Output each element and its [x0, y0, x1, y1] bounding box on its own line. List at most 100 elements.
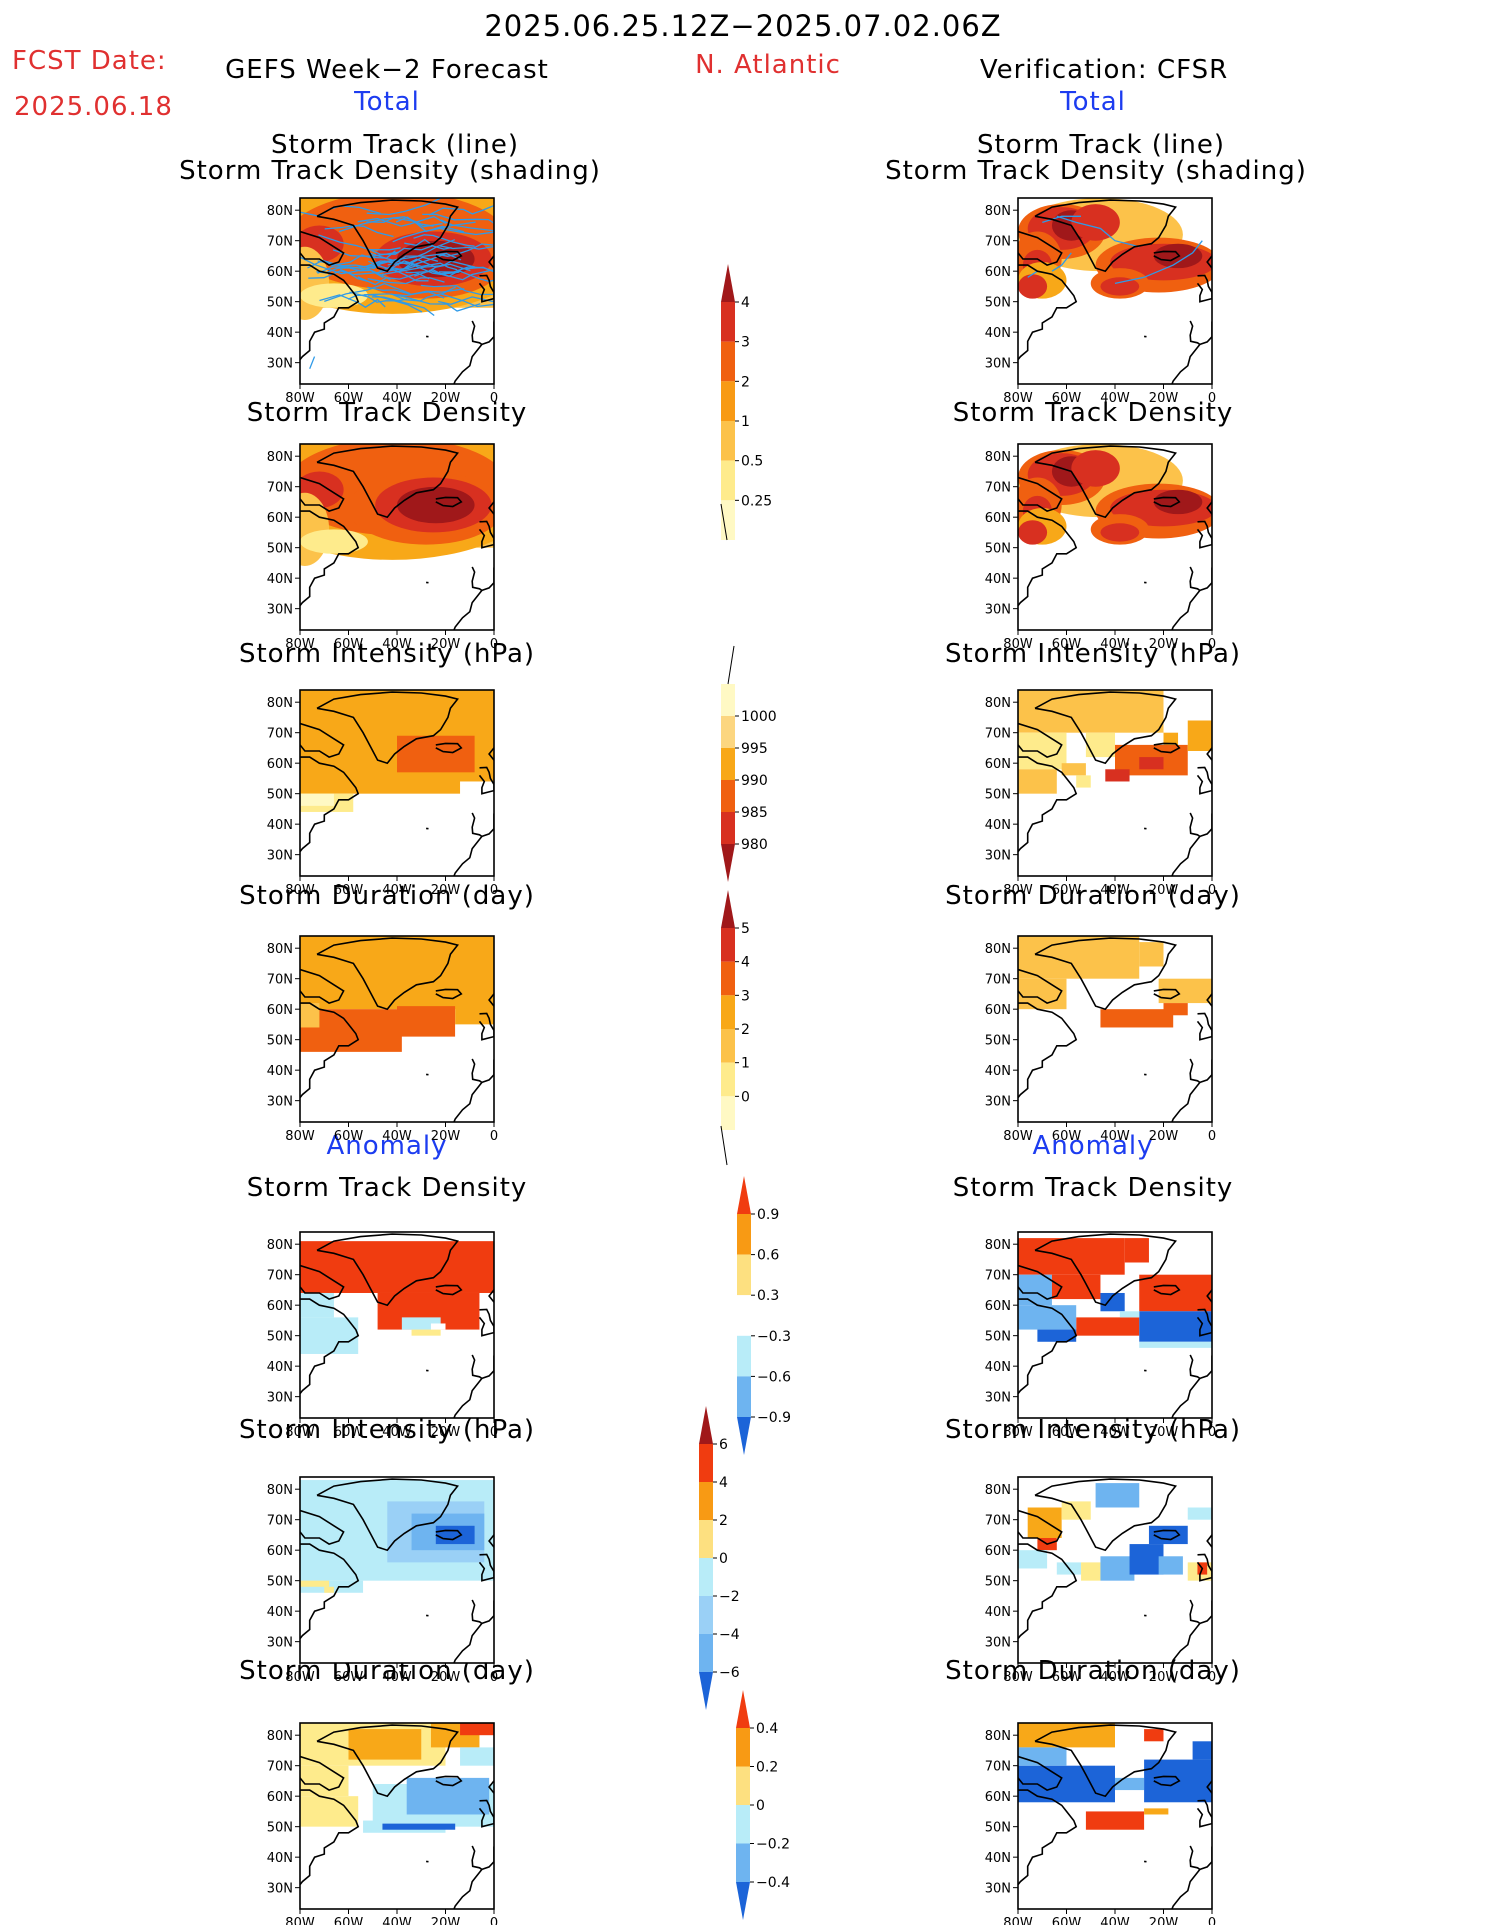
lat-label: 70N: [985, 1514, 1011, 1529]
lat-label: 80N: [267, 450, 293, 465]
lat-label: 60N: [985, 1790, 1011, 1805]
colorbar-segment: [737, 1295, 751, 1336]
colorbar-label: 1: [741, 1056, 750, 1072]
lon-label: 80W: [1003, 391, 1033, 406]
lon-label: 60W: [1052, 1916, 1082, 1925]
lon-label: 20W: [1149, 883, 1179, 898]
colorbar-segment: [737, 1335, 751, 1377]
lat-label: 60N: [267, 1299, 293, 1314]
anomaly-label-left: Anomaly: [326, 1131, 448, 1161]
lat-label: 50N: [267, 788, 293, 803]
colorbar-anom-duration: 0.4 0.2 0 −0.2 −0.4: [736, 1690, 790, 1920]
lon-label: 80W: [1003, 883, 1033, 898]
lat-label: 50N: [267, 296, 293, 311]
colorbar-label: 2: [741, 1022, 750, 1038]
colorbar-segment: [721, 928, 735, 962]
lat-label: 50N: [985, 788, 1011, 803]
panel-title-anom-intensity-r: Storm Intensity (hPa): [944, 1415, 1242, 1445]
lat-label: 70N: [267, 973, 293, 988]
panel-right-density: 80N 70N 60N 50N 40N 30N 80W 60W 40W 20W 0: [985, 443, 1216, 652]
panel-title-track-line-r: Storm Track (line): [977, 130, 1225, 160]
lat-label: 60N: [985, 757, 1011, 772]
region-label: N. Atlantic: [695, 50, 841, 80]
panel-title-anom-density-r: Storm Track Density: [952, 1173, 1234, 1203]
lon-label: 40W: [1100, 1916, 1130, 1925]
colorbar-segment: [699, 1558, 713, 1596]
panel-right-intensity: 80N 70N 60N 50N 40N 30N 80W 60W 40W 20W 0: [985, 689, 1216, 898]
lon-label: 40W: [382, 391, 412, 406]
lon-label: 60W: [1052, 1670, 1082, 1685]
colorbar-label: −4: [719, 1627, 740, 1643]
lon-label: 80W: [285, 883, 315, 898]
colorbar-segment: [699, 1634, 713, 1672]
lat-label: 30N: [267, 849, 293, 864]
colorbar-label: 0: [719, 1551, 728, 1567]
colorbar-intensity: 1000 995 990 985 980: [721, 684, 777, 882]
lon-label: 60W: [334, 883, 364, 898]
lat-label: 80N: [267, 1238, 293, 1253]
colorbar-label: 985: [741, 805, 768, 821]
lat-label: 50N: [267, 542, 293, 557]
colorbar-label: −0.3: [757, 1329, 791, 1345]
colorbar-segment: [721, 684, 735, 716]
forecast-title: GEFS Week−2 Forecast: [225, 55, 549, 85]
lon-label: 80W: [1003, 1129, 1033, 1144]
lon-label: 20W: [431, 637, 461, 652]
colorbar-segment: [737, 1214, 751, 1255]
colorbar-label: −6: [719, 1665, 740, 1681]
lat-label: 80N: [985, 942, 1011, 957]
colorbar-segment: [736, 1843, 750, 1882]
lat-label: 60N: [985, 1544, 1011, 1559]
lon-label: 60W: [1052, 883, 1082, 898]
lon-label: 40W: [1100, 391, 1130, 406]
lat-label: 80N: [985, 1483, 1011, 1498]
total-label-left: Total: [354, 87, 420, 117]
lat-label: 50N: [985, 1330, 1011, 1345]
lat-label: 30N: [985, 849, 1011, 864]
lon-label: 40W: [382, 637, 412, 652]
colorbar-label: 3: [741, 335, 750, 351]
anomaly-label-right: Anomaly: [1032, 1131, 1154, 1161]
lat-label: 80N: [267, 204, 293, 219]
lat-label: 70N: [985, 481, 1011, 496]
colorbar-label: 990: [741, 773, 768, 789]
lat-label: 70N: [267, 235, 293, 250]
panel-right-track: 80N 70N 60N 50N 40N 30N 80W 60W 40W 20W 0: [985, 197, 1216, 406]
lat-label: 70N: [985, 235, 1011, 250]
colorbar-segment: [721, 812, 735, 844]
colorbar-segment: [736, 1766, 750, 1805]
lon-label: 80W: [285, 1425, 315, 1440]
lat-label: 80N: [267, 696, 293, 711]
fcst-date-label: FCST Date:: [12, 46, 167, 76]
lat-label: 60N: [267, 1544, 293, 1559]
lat-label: 50N: [985, 296, 1011, 311]
lat-label: 60N: [267, 1003, 293, 1018]
lon-label: 40W: [382, 1425, 412, 1440]
lat-label: 30N: [985, 1636, 1011, 1651]
lat-label: 40N: [985, 1605, 1011, 1620]
lon-label: 20W: [431, 1916, 461, 1925]
lon-label: 0: [490, 1425, 498, 1440]
colorbar-segment: [699, 1596, 713, 1634]
lat-label: 40N: [267, 1851, 293, 1866]
panel-title-density: Storm Track Density: [246, 398, 528, 428]
lat-label: 40N: [985, 572, 1011, 587]
lon-label: 60W: [334, 1129, 364, 1144]
lon-label: 20W: [1149, 391, 1179, 406]
lat-label: 60N: [267, 511, 293, 526]
lat-label: 70N: [985, 1760, 1011, 1775]
colorbar-density: 4 3 2 1 0.5 0.25: [721, 264, 772, 540]
lat-label: 80N: [985, 1729, 1011, 1744]
lat-label: 70N: [267, 1760, 293, 1775]
colorbar-label: −0.2: [756, 1837, 790, 1853]
total-label-right: Total: [1060, 87, 1126, 117]
panel-left-intensity: 80N 70N 60N 50N 40N 30N 80W 60W 40W 20W 0: [267, 689, 498, 898]
colorbar-segment: [699, 1482, 713, 1520]
colorbar-label: 2: [719, 1513, 728, 1529]
colorbar-label: −0.4: [756, 1875, 790, 1891]
lon-label: 20W: [431, 883, 461, 898]
lat-label: 70N: [985, 973, 1011, 988]
lat-label: 30N: [267, 357, 293, 372]
fcst-date: 2025.06.18: [14, 92, 173, 122]
colorbar-label: 2: [741, 374, 750, 390]
